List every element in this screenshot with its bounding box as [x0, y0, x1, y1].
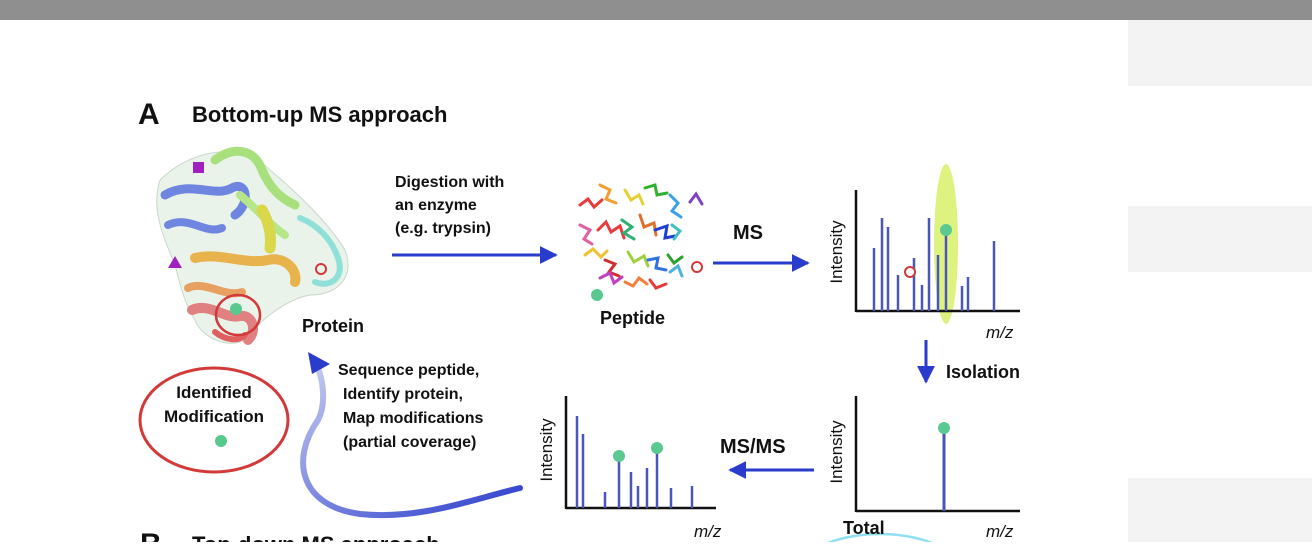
mz-label-isolated: m/z — [986, 522, 1014, 541]
figure-canvas: A Bottom-up MS approach Protein Digestio… — [0, 20, 1128, 547]
identified-line-1: Identified — [176, 383, 252, 402]
panel-b-letter: B — [140, 528, 162, 542]
peptide-label: Peptide — [600, 308, 665, 328]
sequence-line-4: (partial coverage) — [343, 434, 476, 451]
protein-label: Protein — [302, 316, 364, 336]
digestion-line-2: an enzyme — [395, 197, 477, 214]
peptide-open-circle — [691, 261, 703, 273]
side-panel-block-1 — [1128, 20, 1312, 86]
feedback-arrow-head — [308, 352, 330, 374]
ptm-triangle-marker — [168, 256, 182, 268]
feedback-curved-arrow — [300, 361, 523, 519]
intensity-label-isolated: Intensity — [827, 420, 846, 484]
identified-green-dot — [215, 435, 227, 447]
mz-label-top: m/z — [986, 323, 1014, 342]
intensity-label-top: Intensity — [827, 220, 846, 284]
sequence-line-2: Identify protein, — [343, 386, 463, 403]
modification-highlight-ring — [214, 293, 262, 337]
ms-label: MS — [733, 222, 763, 244]
peptide-green-dot — [591, 289, 603, 301]
sequence-line-1: Sequence peptide, — [338, 362, 479, 379]
mz-label-fragment: m/z — [694, 522, 722, 541]
msms-label: MS/MS — [720, 436, 786, 458]
panel-b-title: Top-down MS approach — [192, 532, 440, 542]
sequence-line-3: Map modifications — [343, 410, 484, 427]
isolation-label: Isolation — [946, 362, 1020, 382]
identified-modification-ellipse — [138, 366, 290, 474]
protein-structure-image — [156, 146, 349, 345]
msms-fragment-spectrum: Intensity m/z — [537, 396, 722, 541]
ms-spectrum-isolated: Intensity m/z — [827, 396, 1020, 541]
digestion-line-3: (e.g. trypsin) — [395, 220, 491, 237]
intensity-label-fragment: Intensity — [537, 418, 556, 482]
side-panel-block-2 — [1128, 206, 1312, 272]
total-ellipse — [816, 532, 944, 547]
panel-a-letter: A — [138, 98, 160, 131]
total-label: Total — [843, 518, 885, 538]
ptm-square-marker — [193, 162, 204, 173]
digestion-line-1: Digestion with — [395, 174, 504, 191]
ms-spectrum-top: Intensity m/z — [827, 164, 1020, 342]
peptide-cluster-image — [578, 183, 704, 290]
ptm-green-dot — [230, 303, 242, 315]
ms-workflow-diagram: A Bottom-up MS approach Protein Digestio… — [138, 98, 1020, 547]
identified-line-2: Modification — [164, 407, 264, 426]
panel-a-title: Bottom-up MS approach — [192, 102, 447, 127]
ptm-open-circle-marker — [315, 263, 327, 275]
top-bar — [0, 0, 1312, 20]
side-panel-block-3 — [1128, 478, 1312, 542]
